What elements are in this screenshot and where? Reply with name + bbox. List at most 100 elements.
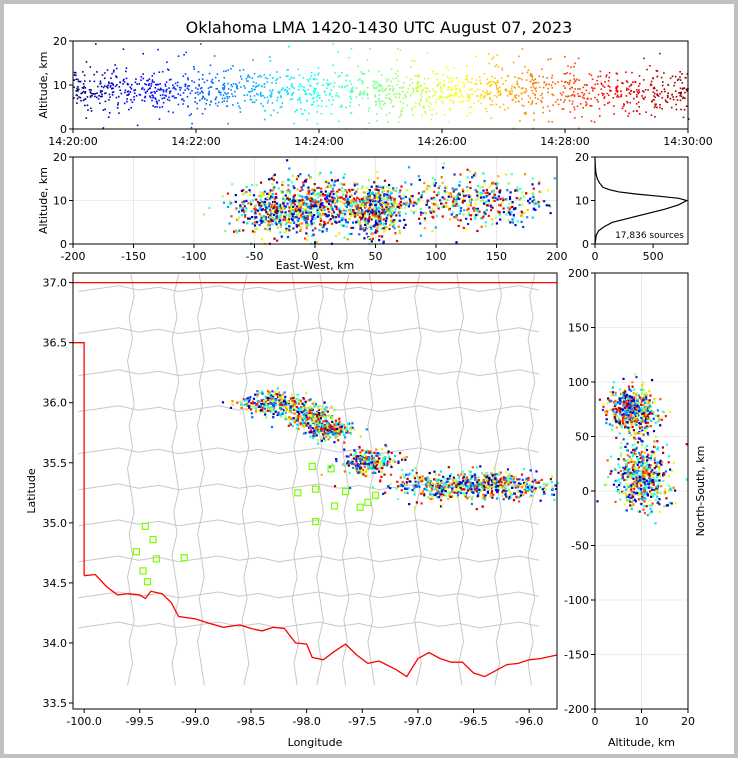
time-height-point <box>672 98 675 101</box>
plan-view-point <box>465 491 468 495</box>
plan-view-point <box>269 397 272 400</box>
east-west-point <box>305 223 308 226</box>
time-height-point <box>313 91 315 94</box>
plan-view-point <box>387 457 390 460</box>
east-west-point <box>311 215 314 219</box>
histogram-line <box>594 156 689 245</box>
plan-view-point <box>340 425 343 428</box>
plan-view-point <box>337 439 340 442</box>
east-west-point <box>242 211 246 214</box>
east-west-point <box>301 212 305 215</box>
plan-view-point <box>288 416 291 419</box>
plan-view-point <box>518 478 521 481</box>
east-west-point <box>527 199 530 202</box>
time-height-point <box>330 112 332 115</box>
plan-view-point <box>283 400 286 403</box>
east-west-point <box>382 185 385 188</box>
east-west-point <box>343 236 346 239</box>
east-west-point <box>404 223 407 226</box>
time-height-point <box>378 70 380 73</box>
east-west-point <box>245 185 248 188</box>
time-height-point <box>597 93 600 96</box>
time-height-point <box>518 100 520 103</box>
east-west-point <box>379 221 383 224</box>
time-height-point <box>532 92 535 95</box>
plan-view-point <box>494 487 497 490</box>
time-height-point <box>263 86 266 88</box>
time-height-point <box>461 101 463 103</box>
time-height-point <box>387 120 389 123</box>
east-west-point <box>303 203 306 207</box>
time-height-point <box>675 103 677 106</box>
east-west-point <box>454 187 457 191</box>
east-west-point <box>243 191 246 194</box>
time-height-point <box>179 94 182 96</box>
east-west-point <box>282 202 285 205</box>
time-height-point <box>299 99 301 102</box>
time-height-point <box>442 74 444 76</box>
plan-view-point <box>318 429 321 432</box>
east-west-point <box>285 190 289 193</box>
plan-view-point <box>388 458 392 461</box>
east-west-point <box>299 209 302 212</box>
east-west-point <box>392 189 395 192</box>
time-height-point <box>335 95 337 97</box>
east-west-point <box>330 179 333 182</box>
east-west-point <box>383 193 387 196</box>
time-height-point <box>521 92 523 95</box>
plan-view-point <box>303 404 306 407</box>
east-west-point <box>268 227 271 230</box>
time-height-point <box>115 76 118 79</box>
time-height-point <box>164 83 167 86</box>
plan-view-point <box>357 455 360 458</box>
time-height-point <box>623 103 625 105</box>
time-height-point <box>193 81 196 83</box>
east-west-point <box>455 196 458 199</box>
plan-view-point <box>343 463 346 466</box>
east-west-point <box>472 206 475 209</box>
time-height-point <box>253 72 256 75</box>
east-west-point <box>370 227 373 230</box>
time-height-point <box>279 76 281 79</box>
east-west-point <box>355 208 359 211</box>
time-height-point <box>249 95 252 97</box>
time-height-point <box>367 97 369 100</box>
plan-view-point <box>334 432 337 435</box>
time-height-point <box>337 75 340 78</box>
east-west-point <box>475 190 478 193</box>
time-height-point <box>309 85 312 87</box>
east-west-point <box>286 202 289 205</box>
plan-view-point <box>415 471 418 475</box>
time-height-point <box>157 83 159 86</box>
east-west-point <box>240 209 244 212</box>
east-west-ytick-label: 0 <box>60 238 67 251</box>
east-west-point <box>286 221 289 224</box>
time-height-point <box>345 127 348 130</box>
plan-view-point <box>322 425 325 428</box>
east-west-point <box>302 208 305 211</box>
east-west-point <box>361 215 365 218</box>
east-west-point <box>398 211 401 214</box>
east-west-point <box>469 218 473 221</box>
east-west-point <box>381 210 385 213</box>
time-height-point <box>487 82 490 85</box>
east-west-point <box>287 221 290 224</box>
east-west-point <box>378 196 381 199</box>
east-west-point <box>459 173 462 176</box>
plan-view-point <box>305 392 308 395</box>
time-height-point <box>326 79 329 81</box>
county-line <box>341 274 350 686</box>
east-west-point <box>488 192 491 195</box>
time-height-point <box>191 122 193 125</box>
east-west-point <box>376 198 379 201</box>
east-west-point <box>313 183 316 186</box>
east-west-point <box>371 215 374 218</box>
east-west-point <box>509 191 512 194</box>
east-west-point <box>264 218 267 222</box>
time-height-point <box>573 91 575 93</box>
plan-view-point <box>247 400 250 403</box>
east-west-point <box>315 240 319 244</box>
time-height-point <box>483 96 485 98</box>
plan-view-point <box>317 418 320 421</box>
plan-view-point <box>327 422 330 425</box>
